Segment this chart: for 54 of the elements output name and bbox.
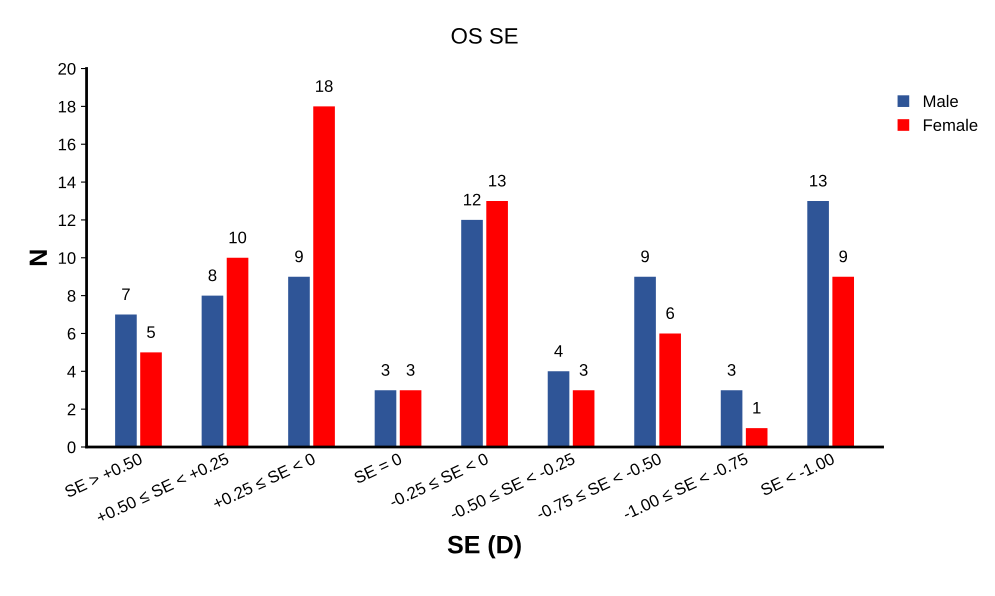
data-label: 10 (230, 232, 246, 244)
y-tick-label: 14 (58, 176, 76, 188)
data-label: 3 (382, 364, 390, 376)
bar (486, 201, 508, 447)
bar (746, 428, 768, 447)
legend-label: Male (924, 94, 958, 108)
y-tick-label: 2 (68, 404, 76, 416)
y-tick-label: 8 (68, 290, 76, 302)
data-label: 9 (839, 250, 848, 262)
y-tick-label: 0 (68, 441, 76, 454)
y-tick-label: 4 (67, 366, 76, 378)
data-label: 13 (489, 174, 506, 187)
bar (659, 333, 681, 447)
data-label: 9 (641, 250, 649, 262)
bar (400, 390, 422, 447)
data-label: 3 (728, 364, 736, 376)
data-label: 13 (810, 174, 827, 187)
bar (548, 371, 570, 447)
bar (634, 276, 656, 447)
data-label: 5 (147, 326, 155, 338)
x-tick-label: SE < -1.00 (760, 452, 836, 496)
y-tick-label: 16 (58, 138, 76, 150)
bar (226, 258, 248, 447)
bar (140, 352, 162, 447)
data-label: 4 (554, 345, 563, 357)
data-label: 18 (316, 80, 333, 92)
data-label: 3 (580, 364, 588, 376)
bar (572, 390, 594, 447)
data-label: 9 (295, 250, 303, 262)
bar (461, 220, 483, 447)
bar (202, 296, 224, 447)
bar (288, 276, 310, 447)
y-tick-label: 18 (58, 100, 76, 113)
bar (313, 106, 335, 447)
bar (832, 276, 854, 447)
y-tick-label: 6 (68, 328, 76, 340)
y-tick-label: 20 (58, 62, 76, 75)
bar (720, 390, 742, 447)
data-label: 6 (666, 307, 674, 320)
data-label: 3 (406, 364, 414, 376)
x-tick-label: SE = 0 (353, 452, 403, 484)
chart-title: OS SE (452, 28, 518, 44)
y-tick-label: 12 (58, 214, 76, 226)
bar (374, 390, 396, 447)
y-axis-title: N (30, 250, 47, 266)
x-axis-title: SE (D) (448, 535, 521, 558)
data-label: 8 (208, 269, 216, 282)
data-label: 12 (464, 194, 480, 206)
bar (807, 201, 829, 447)
data-label: 1 (753, 402, 760, 414)
legend-label: Female (924, 118, 978, 132)
data-label: 7 (122, 288, 130, 300)
bar (115, 314, 137, 447)
y-tick-label: 10 (58, 252, 76, 264)
